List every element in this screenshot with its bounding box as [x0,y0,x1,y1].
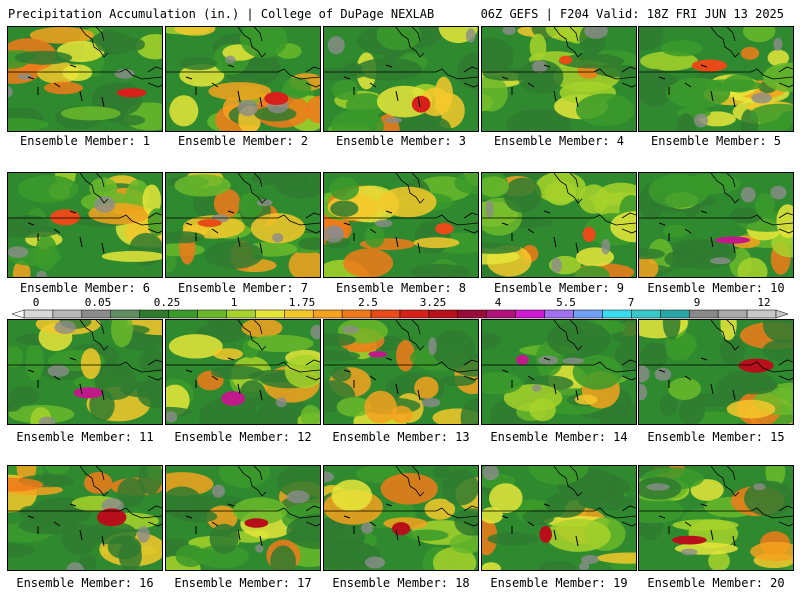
ensemble-member-map-4 [481,26,637,132]
colorbar-tick-label: 1.75 [288,296,316,309]
ensemble-member-label: Ensemble Member: 16 [16,576,154,590]
ensemble-member-map-3 [323,26,479,132]
colorbar-tick-label: 1 [230,296,238,309]
colorbar-swatch [660,309,690,319]
ensemble-member-map-5 [638,26,794,132]
colorbar-swatch [717,309,748,319]
colorbar-swatch [255,309,285,319]
ensemble-member-map-17 [165,465,321,571]
chart-title: Precipitation Accumulation (in.) | Colle… [8,7,435,21]
colorbar-swatch [341,309,372,319]
colorbar-swatch [197,309,227,319]
ensemble-member-map-20 [638,465,794,571]
ensemble-member-label: Ensemble Member: 1 [19,134,151,148]
model-run-info: 06Z GEFS | F204 Valid: 18Z FRI JUN 13 20… [480,7,784,21]
colorbar-swatch [284,309,314,319]
ensemble-member-map-13 [323,319,479,425]
ensemble-member-map-1 [7,26,163,132]
colorbar-swatch [312,309,343,319]
colorbar-swatch [515,309,545,319]
colorbar-swatch [457,309,488,319]
ensemble-member-label: Ensemble Member: 19 [490,576,628,590]
colorbar-tick-label: 0.25 [153,296,181,309]
colorbar-swatch [746,309,777,319]
colorbar-swatch [602,309,632,319]
ensemble-member-label: Ensemble Member: 10 [647,281,785,295]
ensemble-member-map-7 [165,172,321,278]
colorbar-swatch [428,309,459,319]
colorbar-swatch [486,309,516,319]
colorbar-tick-label: 4 [494,296,502,309]
ensemble-member-map-12 [165,319,321,425]
colorbar-swatch [226,309,256,319]
colorbar-swatch [573,309,603,319]
ensemble-member-label: Ensemble Member: 6 [19,281,151,295]
ensemble-member-map-11 [7,319,163,425]
colorbar-max-arrow [775,309,788,319]
ensemble-member-label: Ensemble Member: 8 [335,281,467,295]
ensemble-member-label: Ensemble Member: 7 [177,281,309,295]
colorbar-tick-label: 0 [32,296,40,309]
ensemble-member-label: Ensemble Member: 13 [332,430,470,444]
colorbar-tick-label: 9 [693,296,701,309]
ensemble-member-map-15 [638,319,794,425]
colorbar-swatch [688,309,719,319]
colorbar-tick-label: 12 [757,296,771,309]
colorbar-swatch [81,309,112,319]
colorbar-swatch [370,309,401,319]
colorbar-min-arrow [12,309,25,319]
colorbar-tick-label: 7 [627,296,635,309]
colorbar-swatch [52,309,83,319]
ensemble-member-label: Ensemble Member: 2 [177,134,309,148]
colorbar-tick-label: 3.25 [419,296,447,309]
ensemble-member-map-10 [638,172,794,278]
ensemble-member-label: Ensemble Member: 18 [332,576,470,590]
colorbar-swatch [399,309,430,319]
colorbar-swatch [23,309,54,319]
ensemble-member-label: Ensemble Member: 11 [16,430,154,444]
ensemble-member-map-6 [7,172,163,278]
ensemble-member-label: Ensemble Member: 15 [647,430,785,444]
ensemble-member-label: Ensemble Member: 5 [650,134,782,148]
colorbar-swatch [139,309,169,319]
colorbar-tick-label: 2.5 [358,296,378,309]
ensemble-member-map-8 [323,172,479,278]
colorbar-swatch [110,309,140,319]
ensemble-member-map-19 [481,465,637,571]
ensemble-member-label: Ensemble Member: 20 [647,576,785,590]
ensemble-member-map-16 [7,465,163,571]
colorbar-swatch [631,309,661,319]
ensemble-member-map-14 [481,319,637,425]
ensemble-member-map-9 [481,172,637,278]
ensemble-member-label: Ensemble Member: 17 [174,576,312,590]
ensemble-member-label: Ensemble Member: 12 [174,430,312,444]
colorbar-swatch [168,309,198,319]
ensemble-member-label: Ensemble Member: 14 [490,430,628,444]
ensemble-member-label: Ensemble Member: 3 [335,134,467,148]
precip-colorbar [12,309,788,319]
ensemble-member-map-2 [165,26,321,132]
colorbar-swatch [544,309,574,319]
ensemble-member-label: Ensemble Member: 9 [493,281,625,295]
colorbar-tick-label: 0.05 [84,296,112,309]
colorbar-tick-label: 5.5 [556,296,576,309]
ensemble-member-map-18 [323,465,479,571]
ensemble-member-label: Ensemble Member: 4 [493,134,625,148]
